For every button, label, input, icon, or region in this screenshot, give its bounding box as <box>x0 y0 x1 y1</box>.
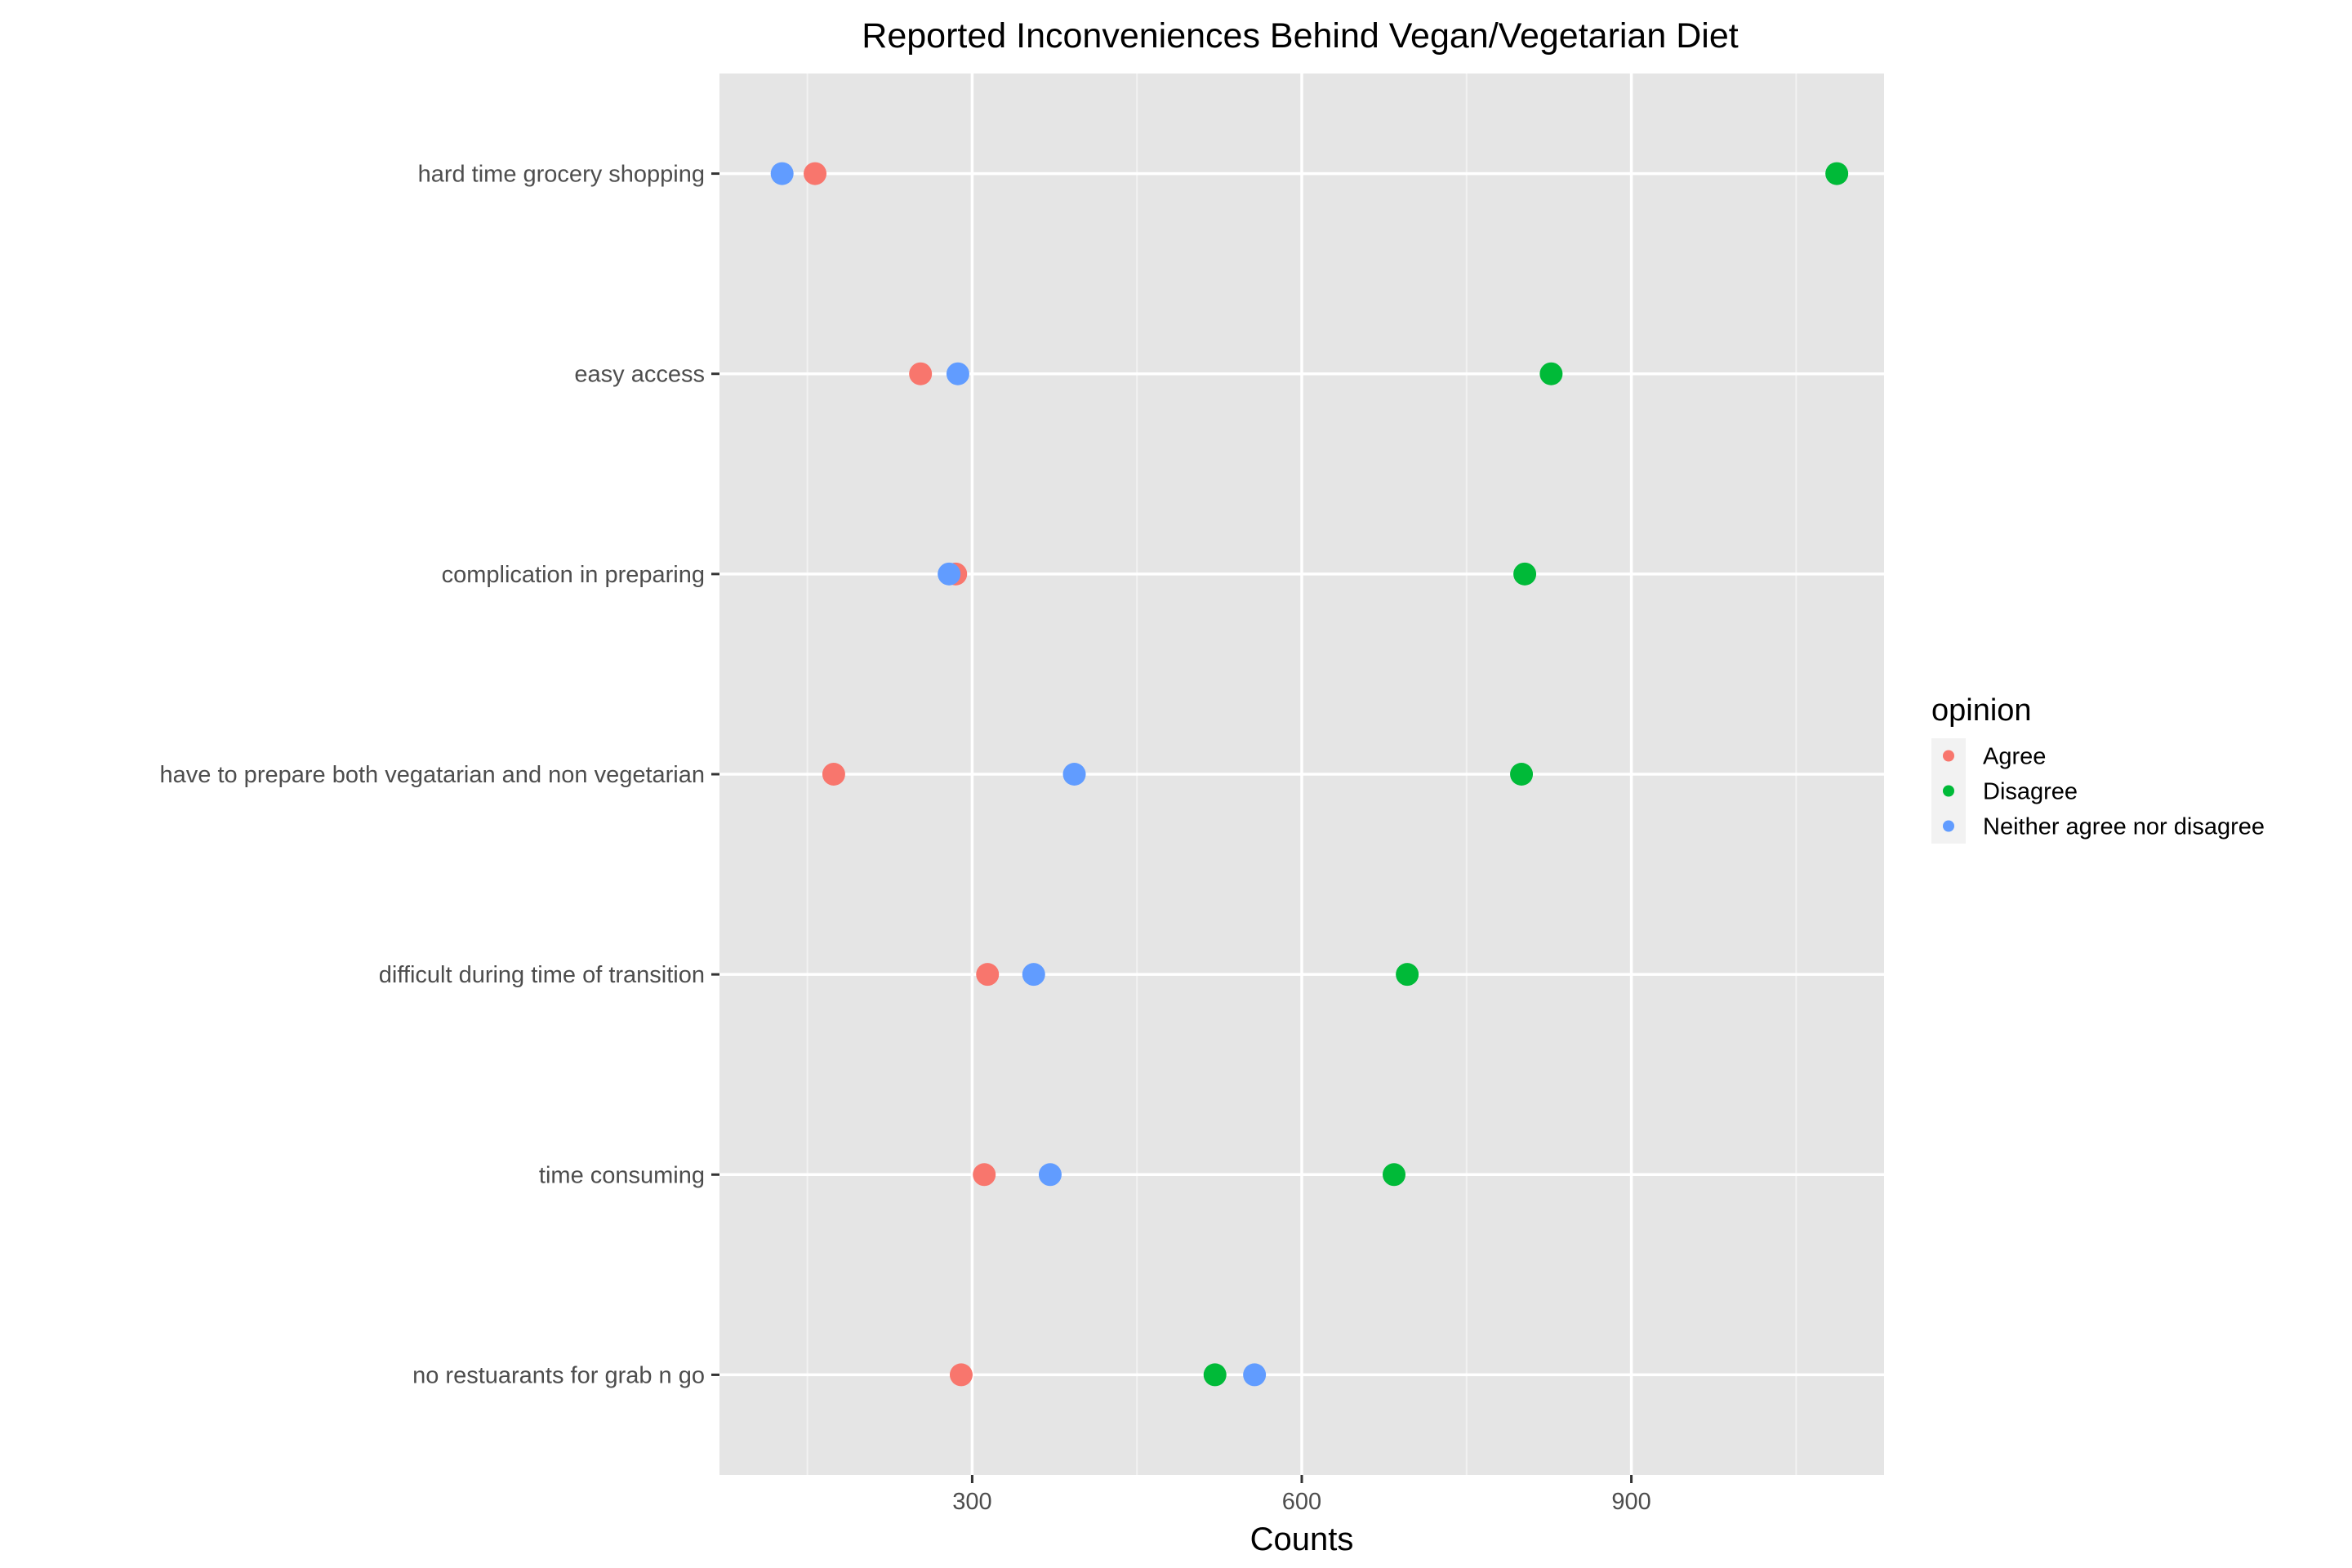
data-point <box>770 162 794 185</box>
legend-label: Disagree <box>1983 779 2078 805</box>
legend-swatch <box>1943 785 1954 797</box>
chart-title: Reported Inconveniences Behind Vegan/Veg… <box>862 16 1738 56</box>
data-point <box>1396 963 1419 987</box>
x-tick-label: 600 <box>1282 1489 1321 1515</box>
data-point <box>822 763 845 786</box>
data-point <box>1825 162 1849 185</box>
data-point <box>804 162 827 185</box>
y-tick-label: hard time grocery shopping <box>418 162 705 188</box>
data-point <box>1513 562 1537 586</box>
y-tick-label: have to prepare both vegatarian and non … <box>160 762 706 788</box>
y-tick-label: easy access <box>574 362 705 388</box>
data-point <box>1203 1363 1227 1387</box>
data-point <box>938 562 961 586</box>
data-point <box>949 1363 973 1387</box>
y-axis: hard time grocery shopping easy access com… <box>160 162 719 1388</box>
y-tick-label: time consuming <box>539 1162 705 1188</box>
legend-swatch <box>1943 820 1954 832</box>
legend-title: opinion <box>1931 693 2032 728</box>
legend-label: Agree <box>1983 744 2046 770</box>
data-point <box>1038 1163 1062 1187</box>
data-point <box>1539 362 1563 385</box>
data-point <box>976 963 1000 987</box>
data-point <box>973 1163 996 1187</box>
data-points <box>770 162 1849 1387</box>
y-tick-label: difficult during time of transition <box>379 962 705 988</box>
x-tick-label: 300 <box>952 1489 991 1515</box>
legend-swatch <box>1943 750 1954 762</box>
data-point <box>1243 1363 1267 1387</box>
data-point <box>1383 1163 1406 1187</box>
legend: opinion Agree Disagree Neither agree nor d… <box>1931 693 2265 844</box>
x-tick-label: 900 <box>1611 1489 1650 1515</box>
data-point <box>946 362 969 385</box>
x-axis-title: Counts <box>1250 1521 1354 1557</box>
y-tick-label: no restuarants for grab n go <box>412 1362 705 1388</box>
data-point <box>1510 763 1534 786</box>
x-axis: 300 600 900 <box>952 1475 1651 1515</box>
y-tick-label: complication in preparing <box>442 562 705 588</box>
legend-label: Neither agree nor disagree <box>1983 814 2265 840</box>
data-point <box>1022 963 1045 987</box>
legend-items: Agree Disagree Neither agree nor disagree <box>1931 738 2265 844</box>
data-point <box>909 362 933 385</box>
data-point <box>1062 763 1086 786</box>
